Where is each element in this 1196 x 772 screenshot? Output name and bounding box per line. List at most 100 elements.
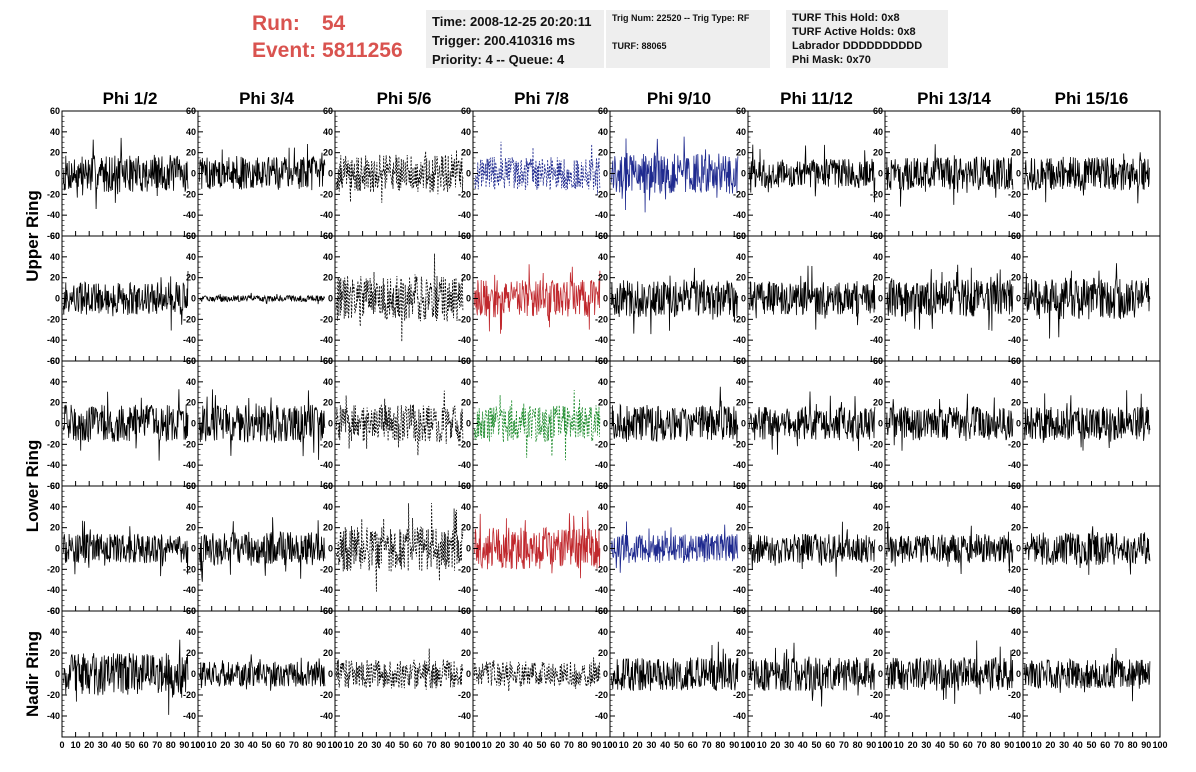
y-tick-label: 40 [323, 127, 333, 137]
x-tick-label: 30 [1059, 740, 1069, 750]
y-tick-label: -20 [1008, 314, 1021, 324]
x-tick-label: 40 [1073, 740, 1083, 750]
y-tick-label: -40 [458, 460, 471, 470]
waveform-trace [199, 292, 326, 305]
y-tick-label: 20 [461, 398, 471, 408]
y-tick-label: 60 [461, 606, 471, 616]
y-tick-label: 20 [50, 398, 60, 408]
y-tick-label: 0 [328, 169, 333, 179]
x-tick-label: 0 [59, 740, 64, 750]
x-tick-label: 100 [190, 740, 205, 750]
waveform-trace [336, 150, 464, 203]
x-tick-label: 70 [152, 740, 162, 750]
y-tick-label: -20 [733, 314, 746, 324]
y-tick-label: 40 [598, 127, 608, 137]
y-tick-label: -40 [870, 711, 883, 721]
y-tick-label: -40 [733, 335, 746, 345]
y-tick-label: -20 [47, 439, 60, 449]
y-tick-label: 0 [1016, 419, 1021, 429]
y-tick-label: -40 [320, 335, 333, 345]
y-tick-label: 0 [741, 294, 746, 304]
turf-info-box: TURF This Hold: 0x8 TURF Active Holds: 0… [786, 10, 948, 68]
y-tick-label: -40 [1008, 210, 1021, 220]
y-tick-label: 60 [50, 356, 60, 366]
y-tick-label: -20 [595, 314, 608, 324]
x-tick-label: 10 [344, 740, 354, 750]
column-header: Phi 13/14 [917, 89, 991, 108]
y-tick-label: 0 [191, 419, 196, 429]
x-tick-label: 20 [1045, 740, 1055, 750]
y-tick-label: 0 [466, 294, 471, 304]
y-tick-label: -40 [47, 460, 60, 470]
y-tick-label: 0 [55, 544, 60, 554]
trigger-text: Trigger: 200.410316 ms [432, 33, 576, 48]
turf-text: TURF: 88065 [612, 41, 667, 51]
y-tick-label: 40 [186, 377, 196, 387]
y-tick-label: 40 [598, 627, 608, 637]
y-tick-label: -20 [458, 439, 471, 449]
x-tick-label: 70 [427, 740, 437, 750]
x-tick-label: 40 [111, 740, 121, 750]
waveform-trace [63, 270, 189, 331]
turf-active-holds-text: TURF Active Holds: 0x8 [792, 26, 916, 38]
y-tick-label: -40 [183, 585, 196, 595]
y-tick-label: 20 [186, 398, 196, 408]
y-tick-label: 60 [873, 106, 883, 116]
y-tick-label: 20 [186, 523, 196, 533]
x-tick-label: 10 [894, 740, 904, 750]
y-tick-label: 60 [461, 356, 471, 366]
y-tick-label: 0 [55, 419, 60, 429]
y-tick-label: 40 [873, 627, 883, 637]
x-tick-label: 100 [1152, 740, 1167, 750]
y-tick-label: 60 [1011, 231, 1021, 241]
y-tick-label: 60 [50, 606, 60, 616]
y-tick-label: 0 [741, 419, 746, 429]
waveform-trace [611, 267, 739, 335]
x-tick-label: 80 [303, 740, 313, 750]
y-tick-label: 20 [461, 648, 471, 658]
waveform-trace [749, 642, 876, 707]
y-tick-label: -40 [47, 585, 60, 595]
trig-num-text: Trig Num: 22520 -- Trig Type: RF [612, 13, 750, 23]
x-tick-label: 50 [1086, 740, 1096, 750]
y-tick-label: 40 [598, 377, 608, 387]
y-tick-label: 60 [598, 606, 608, 616]
y-tick-label: 40 [873, 502, 883, 512]
x-tick-label: 90 [729, 740, 739, 750]
x-tick-label: 80 [990, 740, 1000, 750]
y-tick-label: -20 [733, 439, 746, 449]
x-tick-label: 70 [839, 740, 849, 750]
waveform-trace [886, 264, 1014, 331]
y-tick-label: 40 [186, 502, 196, 512]
labrador-text: Labrador DDDDDDDDDD [792, 40, 923, 52]
y-tick-label: 0 [603, 169, 608, 179]
x-tick-label: 50 [949, 740, 959, 750]
y-tick-label: -20 [1008, 690, 1021, 700]
waveform-trace [199, 143, 326, 191]
y-tick-label: -20 [870, 189, 883, 199]
panel-frame [472, 235, 611, 362]
y-tick-label: 0 [603, 669, 608, 679]
event-value: 5811256 [322, 39, 403, 62]
trig-info-box: Trig Num: 22520 -- Trig Type: RF TURF: 8… [606, 10, 770, 68]
x-tick-label: 100 [465, 740, 480, 750]
y-tick-label: 20 [1011, 398, 1021, 408]
x-tick-label: 70 [702, 740, 712, 750]
phi-mask-text: Phi Mask: 0x70 [792, 54, 871, 66]
y-tick-label: -40 [733, 210, 746, 220]
x-tick-label: 40 [523, 740, 533, 750]
y-tick-label: -40 [1008, 460, 1021, 470]
y-tick-label: 60 [736, 606, 746, 616]
y-tick-label: 0 [328, 419, 333, 429]
y-tick-label: 60 [50, 231, 60, 241]
y-tick-label: -20 [595, 690, 608, 700]
x-tick-label: 50 [536, 740, 546, 750]
y-tick-label: 60 [873, 231, 883, 241]
x-tick-label: 100 [1015, 740, 1030, 750]
y-tick-label: -40 [458, 335, 471, 345]
y-tick-label: 0 [741, 544, 746, 554]
y-tick-label: -20 [1008, 189, 1021, 199]
waveform-trace [749, 265, 876, 330]
x-tick-label: 90 [1141, 740, 1151, 750]
